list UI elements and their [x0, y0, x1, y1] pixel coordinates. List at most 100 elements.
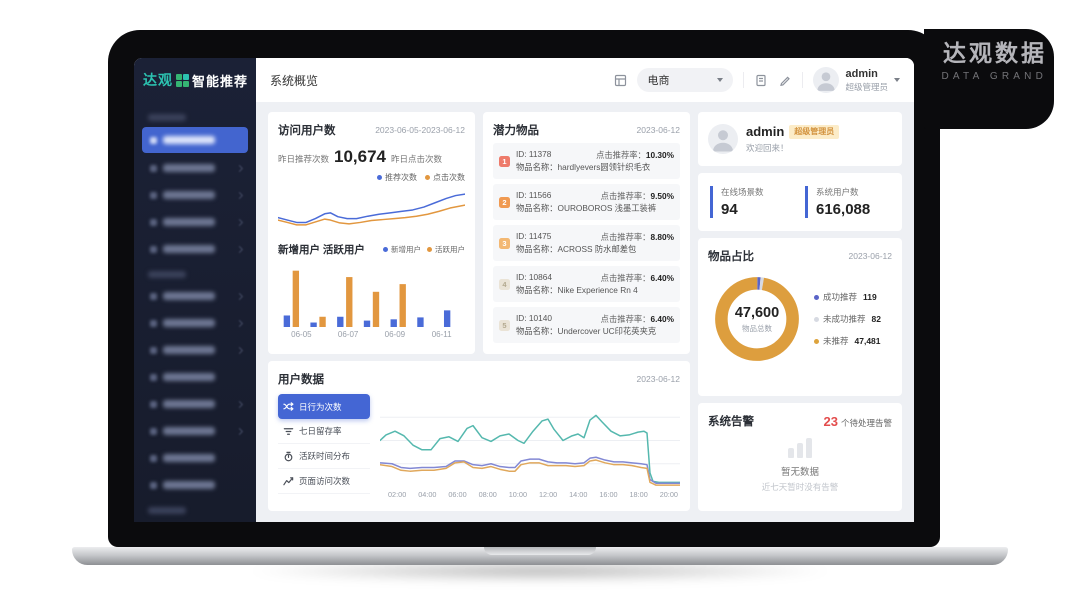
visits-card: 访问用户数 2023-06-05-2023-06-12 昨日推荐次数 10,67… — [268, 112, 475, 354]
menu-icon — [150, 218, 157, 226]
divider — [743, 72, 745, 88]
user-data-card: 用户数据 2023-06-12 日行为次数 七日留存率 — [268, 361, 690, 511]
menu-icon — [150, 319, 157, 327]
sidebar-item[interactable] — [142, 311, 248, 335]
user-name: admin — [845, 68, 878, 81]
sidebar-item[interactable] — [142, 284, 248, 308]
sidebar-item[interactable] — [142, 392, 248, 416]
tab-daily-behavior[interactable]: 日行为次数 — [278, 394, 370, 419]
user-data-title: 用户数据 — [278, 374, 324, 386]
sidebar-item[interactable] — [142, 183, 248, 207]
avatar — [708, 124, 738, 154]
sidebar-item[interactable] — [142, 473, 248, 497]
x-tick: 16:00 — [599, 490, 618, 499]
sidebar-group-label — [148, 271, 186, 278]
rank-badge: 4 — [499, 278, 510, 290]
chevron-right-icon — [235, 218, 244, 226]
donut-chart: 47,600 物品总数 — [710, 272, 804, 366]
menu-icon — [150, 481, 157, 489]
sidebar-item[interactable] — [142, 156, 248, 180]
sidebar-group-label — [148, 507, 186, 514]
edit-icon[interactable] — [778, 73, 792, 87]
name-label: 物品名称： — [516, 285, 558, 295]
logo-product-text: 智能推荐 — [192, 73, 249, 89]
x-tick: 06:00 — [448, 490, 467, 499]
menu-icon — [150, 454, 157, 462]
x-tick: 06-05 — [291, 330, 312, 339]
grid-icon[interactable] — [613, 73, 627, 87]
item-name: ACROSS 防水邮差包 — [557, 244, 637, 254]
sidebar-item[interactable] — [142, 419, 248, 443]
role-badge: 超级管理员 — [789, 124, 840, 139]
item-name: OUROBOROS 浅墨工装裤 — [557, 203, 657, 213]
tab-retention[interactable]: 七日留存率 — [278, 419, 370, 444]
empty-title: 暂无数据 — [780, 466, 819, 478]
name-label: 物品名称： — [516, 203, 558, 213]
menu-icon — [150, 427, 157, 435]
scene-select-value: 电商 — [647, 75, 670, 87]
menu-icon — [150, 292, 157, 300]
chevron-right-icon — [235, 319, 244, 327]
item-name: Undercover UC印花英夹克 — [557, 326, 657, 336]
donut-legend: 成功推荐 119 未成功推荐 82 未推荐 47,481 — [814, 291, 892, 347]
item-id: ID: 10864 — [516, 272, 552, 282]
chevron-down-icon — [717, 78, 724, 82]
item-name: hardlyevers圆领针织毛衣 — [557, 162, 651, 172]
rate-value: 6.40% — [650, 273, 674, 283]
tab-pageviews[interactable]: 页面访问次数 — [278, 469, 370, 494]
item-id: ID: 11475 — [516, 231, 552, 241]
behavior-line-chart — [380, 394, 680, 487]
legend-label: 活跃用户 — [435, 245, 465, 254]
list-item: 1 ID: 11378 点击推荐率：10.30% 物品名称：hardlyevers… — [493, 143, 680, 179]
legend-dot-orange — [427, 247, 432, 252]
document-icon[interactable] — [754, 73, 768, 87]
user-menu[interactable]: admin 超级管理员 — [813, 67, 900, 93]
sidebar: 达观 智能推荐 — [134, 58, 256, 522]
tab-label: 活跃时间分布 — [299, 451, 351, 461]
sidebar-item[interactable] — [142, 210, 248, 234]
logo-brand-text: 达观 — [143, 72, 173, 88]
time-x-axis: 02:00 04:00 06:00 08:00 10:00 12:00 14:0… — [380, 490, 680, 501]
shuffle-icon — [283, 402, 294, 411]
x-tick: 04:00 — [418, 490, 437, 499]
menu-icon — [150, 400, 157, 408]
x-tick: 08:00 — [478, 490, 497, 499]
stat-system-users: 系统用户数 616,088 — [805, 186, 890, 218]
legend-dot-blue — [383, 247, 388, 252]
menu-icon — [150, 191, 157, 199]
clock-icon — [284, 451, 293, 461]
sidebar-item-active[interactable] — [142, 127, 248, 153]
avatar — [813, 67, 840, 93]
sidebar-item[interactable] — [142, 338, 248, 362]
admin-name: admin — [746, 124, 785, 139]
potential-items-card: 潜力物品 2023-06-12 1 ID: 11378 点击推荐率：10.30% … — [483, 112, 690, 354]
users-bar-legend: 新增用户 活跃用户 — [383, 244, 465, 255]
scene-select-dropdown[interactable]: 电商 — [637, 68, 734, 92]
sidebar-item[interactable] — [142, 446, 248, 470]
list-item: 2 ID: 11566 点击推荐率：9.50% 物品名称：OUROBOROS 浅墨… — [493, 184, 680, 220]
tab-active-time[interactable]: 活跃时间分布 — [278, 444, 370, 469]
list-item: 5 ID: 10140 点击推荐率：6.40% 物品名称：Undercover U… — [493, 307, 680, 343]
visits-date-range: 2023-06-05-2023-06-12 — [375, 125, 465, 135]
sidebar-item[interactable] — [142, 237, 248, 261]
name-label: 物品名称： — [516, 326, 558, 336]
app-logo: 达观 智能推荐 — [134, 58, 256, 102]
stat-value: 616,088 — [816, 201, 871, 218]
users-bar-title: 新增用户 活跃用户 — [278, 244, 365, 256]
legend-label: 成功推荐 — [823, 292, 858, 302]
laptop-base — [72, 547, 1008, 565]
sidebar-group-label — [148, 114, 186, 121]
item-share-card: 物品占比 2023-06-12 47,600 物品总数 成功推荐 119 未 — [698, 238, 902, 396]
stat-label: 系统用户数 — [816, 187, 859, 197]
alerts-card-title: 系统告警 — [708, 416, 754, 428]
users-bar-chart — [278, 263, 465, 327]
sidebar-item[interactable] — [142, 365, 248, 389]
rate-label: 点击推荐率： — [596, 150, 646, 160]
watermark-title: 达观数据 — [943, 40, 1047, 66]
welcome-text: 欢迎回来！ — [746, 143, 789, 153]
legend-value: 47,481 — [854, 336, 881, 346]
menu-icon — [150, 164, 157, 172]
rate-value: 8.80% — [650, 232, 674, 242]
divider — [802, 72, 804, 88]
empty-description: 近七天暂时没有告警 — [761, 481, 839, 492]
